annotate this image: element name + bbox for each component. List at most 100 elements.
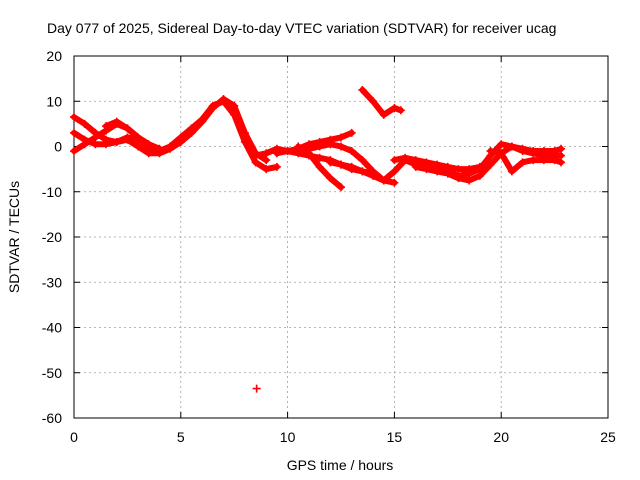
x-tick-label: 10 [280, 429, 296, 445]
data-point [272, 162, 281, 171]
data-point [144, 149, 153, 158]
data-point [187, 124, 196, 133]
y-tick-label: -10 [42, 184, 62, 200]
x-tick-label: 15 [387, 429, 403, 445]
series-track-i [326, 158, 388, 185]
data-point [539, 147, 548, 156]
data-point [315, 142, 324, 151]
data-point [294, 142, 303, 151]
data-point [347, 128, 356, 137]
data-point [379, 176, 388, 185]
data-point [337, 160, 345, 169]
data-point [219, 97, 228, 106]
y-tick-label: -50 [42, 365, 62, 381]
data-point [326, 158, 335, 167]
data-point [379, 110, 388, 119]
data-point [337, 183, 345, 192]
data-point [134, 142, 143, 151]
x-axis-label: GPS time / hours [287, 457, 394, 473]
data-point [529, 156, 538, 165]
data-point [315, 162, 324, 171]
data-point [443, 162, 452, 171]
data-point [347, 162, 356, 171]
data-point [198, 115, 207, 124]
data-point [557, 151, 566, 160]
data-point [326, 140, 335, 149]
y-tick-label: 10 [46, 93, 62, 109]
data-point [358, 156, 367, 165]
data-point [486, 147, 495, 156]
data-point [240, 137, 249, 146]
data-point [262, 156, 271, 165]
data-point [465, 176, 474, 185]
data-point [123, 124, 132, 133]
series-track-d [102, 117, 153, 151]
data-point [283, 147, 292, 156]
y-tick-label: -20 [42, 229, 62, 245]
data-point [557, 158, 566, 167]
data-point [358, 167, 367, 176]
data-point [507, 167, 516, 176]
chart-title: Day 077 of 2025, Sidereal Day-to-day VTE… [47, 20, 556, 36]
data-point [144, 142, 153, 151]
data-point [358, 85, 367, 94]
y-tick-labels: -60 -50 -40 -30 -20 -10 0 10 20 [42, 48, 62, 426]
series-track-k [390, 153, 484, 174]
data-point [550, 156, 559, 165]
data-point [475, 162, 484, 171]
data-point [443, 169, 452, 178]
data-point [112, 117, 121, 126]
data-point [390, 167, 399, 176]
x-tick-label: 5 [177, 429, 185, 445]
series-outlier [252, 384, 261, 393]
data-point [422, 165, 431, 174]
data-point [208, 101, 217, 110]
data-point [80, 119, 89, 128]
series-track-l [411, 142, 566, 185]
data-point [369, 171, 378, 180]
data-point [91, 133, 100, 142]
data-point [390, 156, 399, 165]
series-track-j [358, 85, 405, 119]
data-point [454, 165, 463, 174]
y-axis-label: SDTVAR / TECUs [6, 181, 22, 293]
data-point [91, 140, 100, 149]
data-point [230, 110, 239, 119]
data-point [337, 142, 345, 151]
data-point [390, 104, 399, 113]
data-point [252, 384, 261, 393]
data-point [539, 156, 548, 165]
data-point [396, 106, 405, 115]
data-point [80, 140, 89, 149]
data-point [326, 174, 335, 183]
data-point [70, 128, 78, 137]
data-point [272, 149, 281, 158]
data-point [262, 149, 271, 158]
data-point [134, 133, 143, 142]
data-point [518, 144, 527, 153]
data-point [497, 140, 506, 149]
data-point [262, 165, 271, 174]
data-point [422, 158, 431, 167]
y-tick-label: -30 [42, 274, 62, 290]
data-point [251, 151, 260, 160]
y-tick-label: 0 [54, 139, 62, 155]
data-point [176, 133, 185, 142]
data-point [475, 171, 484, 180]
data-point [390, 178, 399, 187]
data-point [465, 165, 474, 174]
x-tick-label: 20 [493, 429, 509, 445]
data-point [70, 147, 78, 156]
x-tick-labels: 0 5 10 15 20 25 [70, 429, 616, 445]
data-point [497, 149, 506, 158]
data-point [557, 144, 566, 153]
data-points [70, 85, 566, 393]
data-point [529, 147, 538, 156]
data-point [401, 153, 410, 162]
series-track-b [70, 97, 281, 174]
x-tick-label: 25 [600, 429, 616, 445]
data-point [486, 160, 495, 169]
data-point [369, 97, 378, 106]
grid-lines [74, 56, 608, 418]
